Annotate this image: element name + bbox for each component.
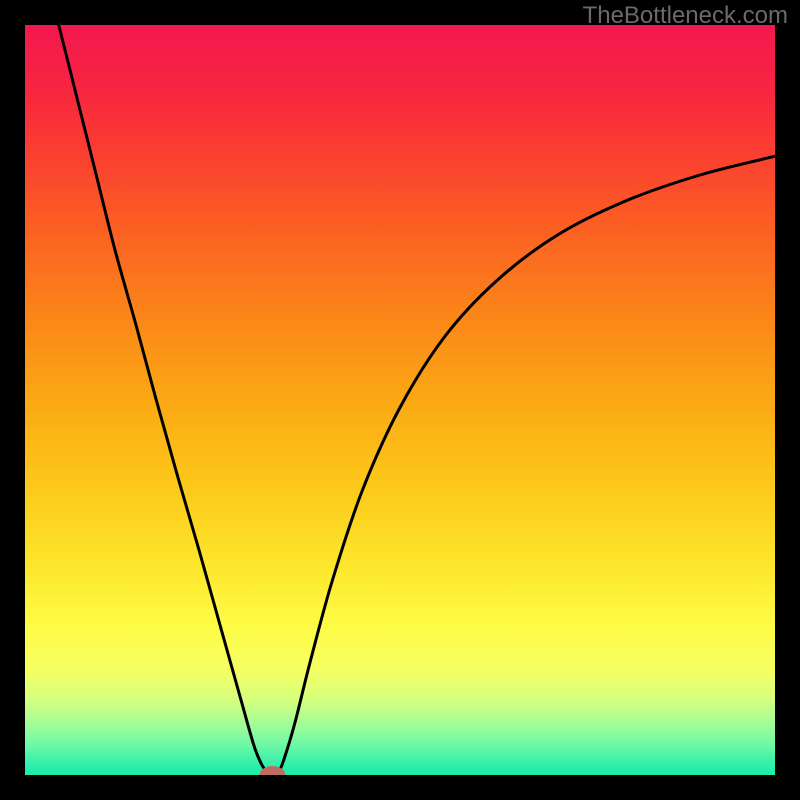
- bottleneck-curve: [25, 25, 775, 775]
- watermark-text: TheBottleneck.com: [583, 2, 788, 30]
- plot-area: [25, 25, 775, 775]
